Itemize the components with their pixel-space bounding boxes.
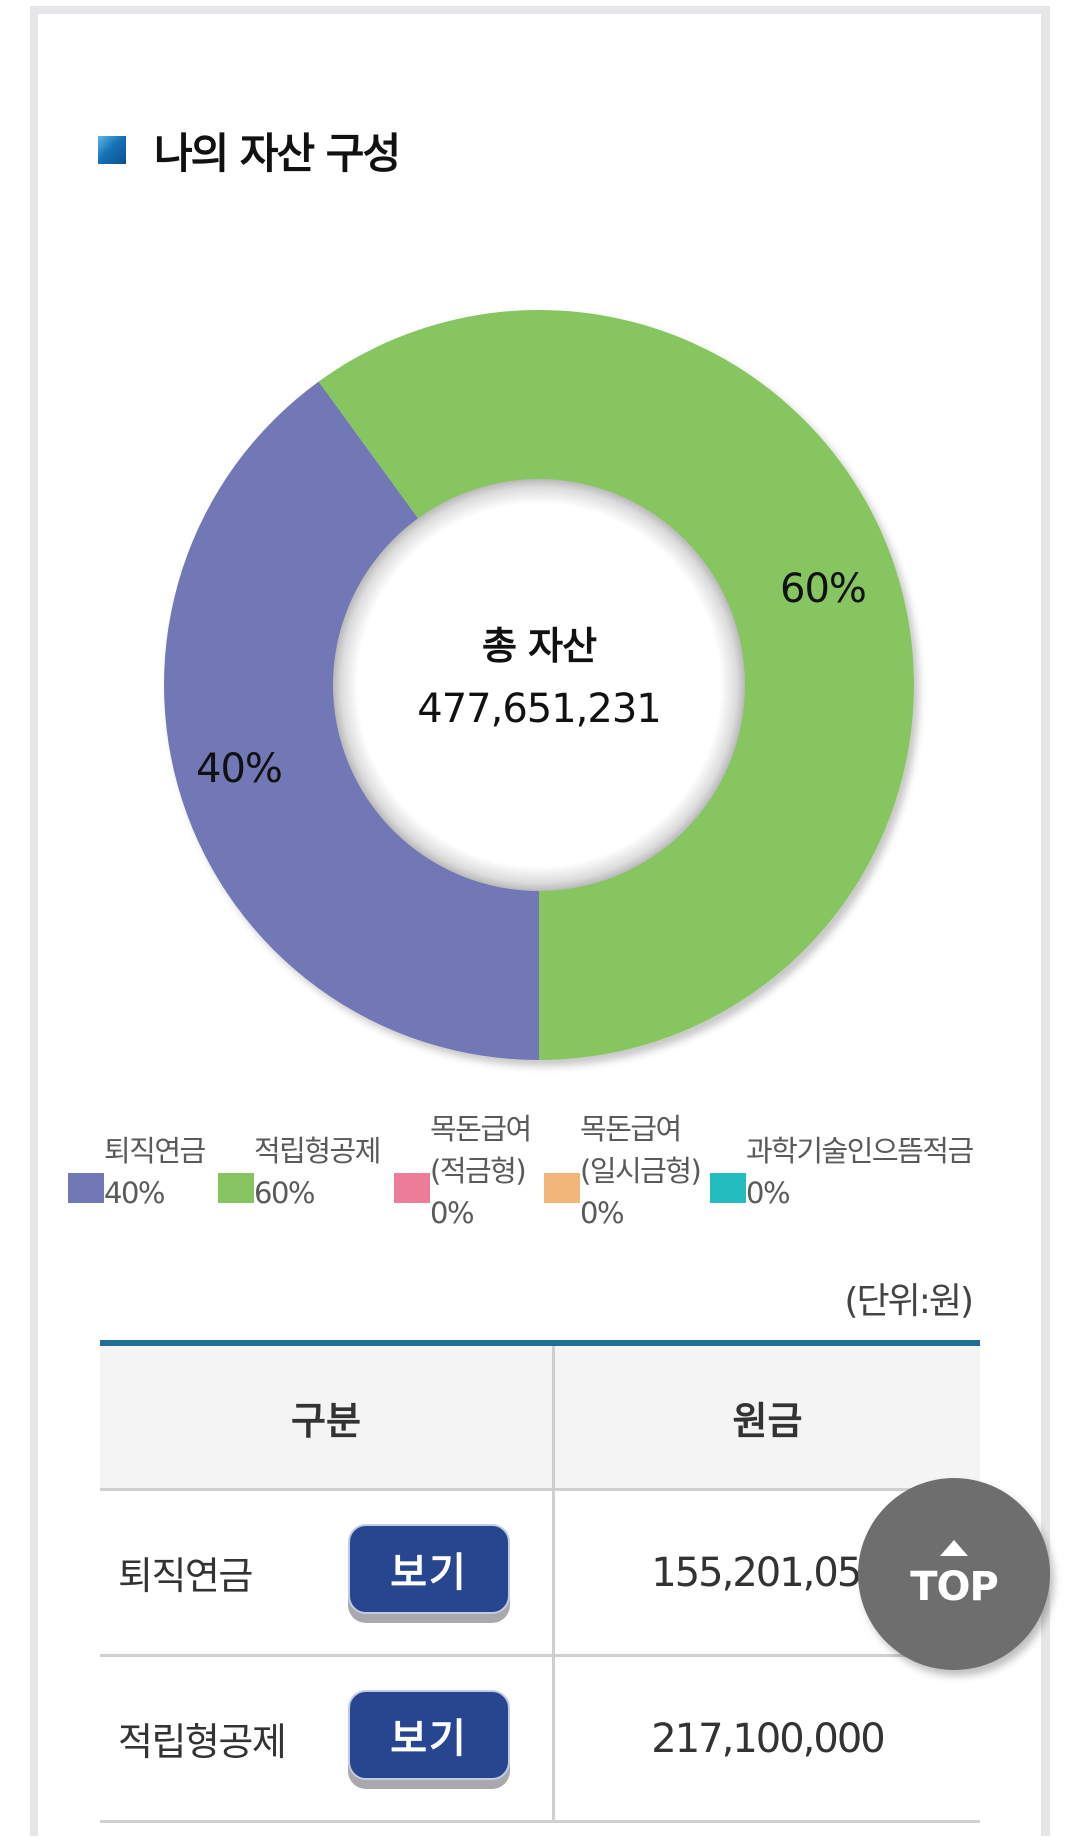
legend-item-installment[interactable]: 적립형공제 60%: [218, 1110, 381, 1214]
legend-label: 과학기술인으뜸적금: [746, 1134, 974, 1168]
table-row: 퇴직연금 보기 155,201,056: [100, 1491, 980, 1657]
legend-percent: 0%: [430, 1196, 475, 1230]
legend-label: 목돈급여: [580, 1112, 682, 1146]
top-label: TOP: [910, 1564, 999, 1610]
chart-legend: 퇴직연금 40% 적립형공제 60% 목돈급여 (적금형) 0% 목돈급여 (일…: [68, 1110, 1028, 1250]
legend-item-retirement[interactable]: 퇴직연금 40%: [68, 1110, 206, 1214]
legend-label: 적립형공제: [254, 1134, 381, 1168]
legend-item-science-savings[interactable]: 과학기술인으뜸적금 0%: [710, 1110, 974, 1214]
legend-percent: 0%: [746, 1176, 791, 1210]
row-category: 적립형공제: [118, 1720, 287, 1764]
legend-swatch: [544, 1173, 580, 1203]
slice-label-retirement: 40%: [196, 746, 283, 792]
legend-label-sub: (일시금형): [580, 1154, 702, 1188]
square-bullet-icon: [98, 136, 126, 164]
legend-swatch: [68, 1173, 104, 1203]
row-principal: 155,201,056: [651, 1549, 885, 1596]
section-title: 나의 자산 구성: [154, 128, 401, 178]
legend-percent: 60%: [254, 1176, 315, 1210]
header-category: 구분: [100, 1346, 555, 1488]
legend-item-lump-savings[interactable]: 목돈급여 (적금형) 0%: [394, 1110, 532, 1234]
legend-item-lump-onetime[interactable]: 목돈급여 (일시금형) 0%: [544, 1110, 702, 1234]
legend-swatch: [394, 1173, 430, 1203]
legend-swatch: [218, 1173, 254, 1203]
legend-percent: 40%: [104, 1176, 165, 1210]
total-assets-value: 477,651,231: [417, 686, 661, 732]
legend-label-sub: (적금형): [430, 1154, 527, 1188]
asset-donut-chart: [163, 310, 914, 1061]
legend-label: 퇴직연금: [104, 1134, 206, 1168]
table-row: 적립형공제 보기 217,100,000: [100, 1657, 980, 1823]
donut-center-label: 총 자산 477,651,231: [339, 615, 739, 732]
table-top-border: [100, 1340, 980, 1346]
table-header: 구분 원금: [100, 1346, 980, 1491]
scroll-top-button[interactable]: TOP: [858, 1478, 1050, 1670]
header-principal: 원금: [732, 1398, 803, 1443]
legend-label: 목돈급여: [430, 1112, 532, 1146]
slice-label-installment: 60%: [780, 566, 867, 612]
unit-label: (단위:원): [844, 1281, 974, 1322]
view-button[interactable]: 보기: [348, 1689, 510, 1780]
section-header: 나의 자산 구성: [98, 125, 401, 178]
legend-percent: 0%: [580, 1196, 625, 1230]
donut-hole: [333, 479, 745, 891]
arrow-up-icon: [940, 1540, 968, 1556]
asset-table: 구분 원금 퇴직연금 보기 155,201,056 적립형공제 보기 217,1…: [100, 1340, 980, 1823]
row-category: 퇴직연금: [118, 1554, 253, 1598]
row-principal: 217,100,000: [651, 1715, 885, 1762]
total-assets-label: 총 자산: [481, 624, 597, 668]
view-button[interactable]: 보기: [348, 1523, 510, 1614]
legend-swatch: [710, 1173, 746, 1203]
